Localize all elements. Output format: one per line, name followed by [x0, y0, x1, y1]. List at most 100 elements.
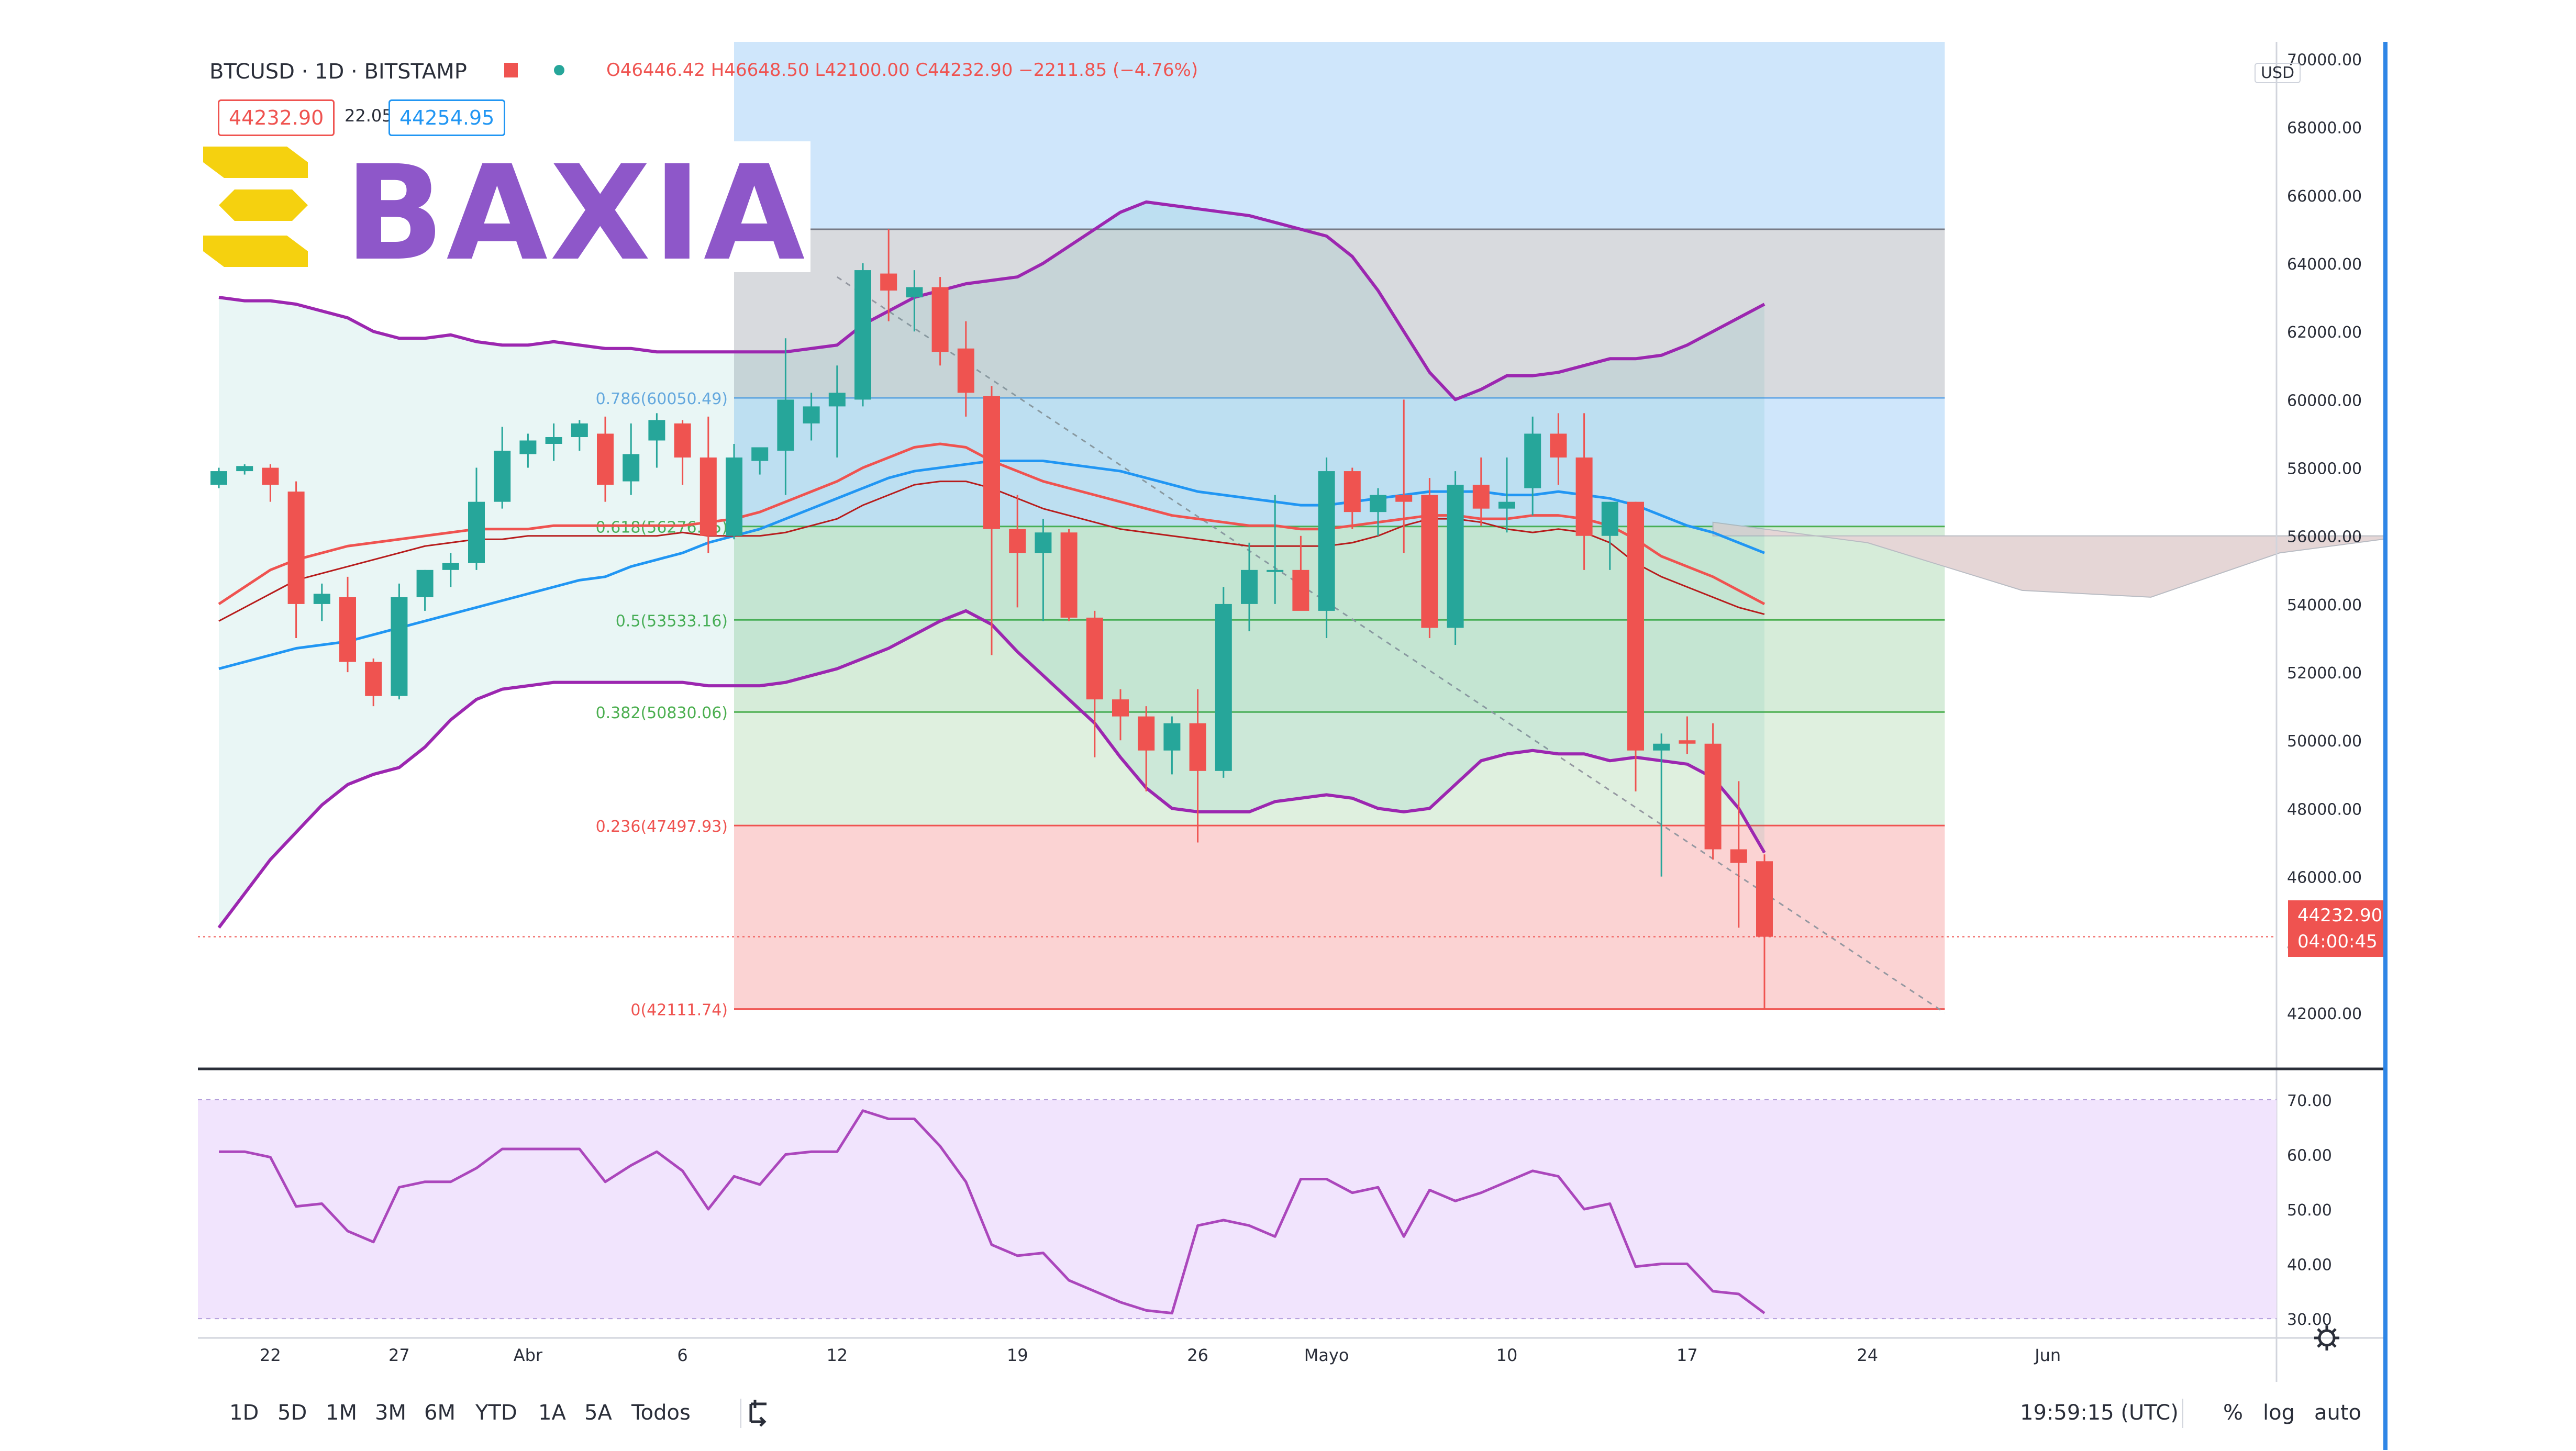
range-5a-button[interactable]: 5A: [584, 1401, 612, 1425]
candle-body[interactable]: [287, 492, 305, 604]
candle-body[interactable]: [597, 433, 614, 485]
candle-body[interactable]: [726, 457, 742, 536]
range-1m-button[interactable]: 1M: [326, 1401, 357, 1425]
fib-zone: [734, 712, 1945, 826]
percent-toggle[interactable]: %: [2223, 1401, 2244, 1425]
candle-body[interactable]: [828, 393, 846, 407]
settings-gear-icon[interactable]: [2312, 1323, 2341, 1353]
candle-body[interactable]: [803, 406, 820, 423]
toolbar-divider: [2182, 1399, 2183, 1428]
candle-body[interactable]: [391, 597, 408, 696]
candle-body[interactable]: [262, 467, 279, 485]
candle-body[interactable]: [983, 396, 1000, 529]
candle-body[interactable]: [1601, 501, 1618, 536]
compare-icon[interactable]: [740, 1394, 777, 1431]
time-axis-tick: 17: [1676, 1345, 1698, 1365]
rsi-axis-tick: 60.00: [2287, 1146, 2332, 1165]
candle-body[interactable]: [1370, 495, 1386, 512]
spread-value: 22.05: [345, 106, 393, 126]
candle-body[interactable]: [1267, 570, 1284, 572]
candle-body[interactable]: [210, 471, 227, 485]
fib-zone: [734, 620, 1945, 712]
rsi-axis-tick: 30.00: [2287, 1311, 2332, 1329]
candle-body[interactable]: [1498, 501, 1515, 509]
cloud-area: [1712, 521, 2386, 598]
candle-body[interactable]: [1035, 532, 1052, 553]
candle-body[interactable]: [623, 454, 640, 482]
auto-toggle[interactable]: auto: [2314, 1401, 2362, 1425]
clock-readout[interactable]: 19:59:15 (UTC): [2020, 1401, 2179, 1425]
symbol-title[interactable]: BTCUSD · 1D · BITSTAMP: [209, 60, 467, 84]
candle-body[interactable]: [1550, 433, 1567, 458]
candle-body[interactable]: [1009, 529, 1026, 553]
candle-body[interactable]: [957, 348, 974, 393]
currency-label[interactable]: USD: [2255, 63, 2301, 83]
candle-body[interactable]: [1060, 532, 1078, 618]
range-ytd-button[interactable]: YTD: [475, 1401, 517, 1425]
time-axis-tick: Jun: [2034, 1345, 2061, 1365]
ohlc-readout: O46446.42 H46648.50 L42100.00 C44232.90 …: [606, 60, 1198, 81]
candle-body[interactable]: [442, 563, 459, 570]
range-5d-button[interactable]: 5D: [277, 1401, 307, 1425]
candle-body[interactable]: [1447, 485, 1464, 628]
candle-body[interactable]: [751, 447, 769, 461]
candle-body[interactable]: [1112, 699, 1129, 717]
candle-body[interactable]: [699, 457, 717, 536]
candle-body[interactable]: [674, 423, 691, 458]
candle-body[interactable]: [648, 420, 665, 441]
candle-body[interactable]: [854, 270, 871, 400]
fib-zone: [734, 398, 1945, 527]
candle-body[interactable]: [468, 501, 485, 563]
candle-body[interactable]: [777, 399, 794, 451]
candle-body[interactable]: [1472, 485, 1490, 509]
baxia-mark-icon: [203, 147, 308, 267]
range-3m-button[interactable]: 3M: [375, 1401, 406, 1425]
candle-body[interactable]: [1395, 495, 1413, 502]
log-toggle[interactable]: log: [2263, 1401, 2295, 1425]
rsi-line: [219, 1109, 1766, 1315]
candle-body[interactable]: [236, 466, 253, 472]
candle-body[interactable]: [1756, 861, 1773, 937]
candle-body[interactable]: [519, 440, 537, 454]
candle-body[interactable]: [1163, 723, 1181, 751]
candle-body[interactable]: [880, 273, 897, 291]
candle-body[interactable]: [494, 451, 511, 502]
range-6m-button[interactable]: 6M: [424, 1401, 456, 1425]
fib-level-label: 0.236(47497.93): [596, 818, 728, 836]
candle-body[interactable]: [1524, 433, 1541, 488]
candle-body[interactable]: [571, 423, 588, 437]
candle-body[interactable]: [1627, 501, 1644, 751]
candle-body[interactable]: [1292, 570, 1309, 611]
fib-level-label: 0.786(60050.49): [596, 390, 728, 408]
ask-button[interactable]: 44254.95: [388, 99, 506, 136]
candle-body[interactable]: [931, 287, 949, 352]
candle-body[interactable]: [1086, 617, 1103, 700]
candle-body[interactable]: [365, 662, 382, 696]
candle-body[interactable]: [1215, 604, 1232, 771]
range-all-button[interactable]: Todos: [631, 1401, 691, 1425]
candle-body[interactable]: [1704, 743, 1722, 850]
candle-body[interactable]: [1189, 723, 1206, 771]
chart-svg[interactable]: 0.786(60050.49)0.618(56276.25)0.5(53533.…: [198, 42, 2386, 1450]
candle-body[interactable]: [1575, 457, 1593, 536]
candle-body[interactable]: [1241, 570, 1258, 604]
window-edge: [2383, 42, 2388, 1450]
candle-body[interactable]: [1343, 471, 1361, 512]
time-axis-tick: 19: [1007, 1345, 1028, 1365]
range-1a-button[interactable]: 1A: [538, 1401, 566, 1425]
fib-zone-sky: [734, 42, 1945, 229]
candle-body[interactable]: [1653, 743, 1670, 751]
candle-body[interactable]: [313, 594, 330, 604]
bid-button[interactable]: 44232.90: [218, 99, 335, 136]
candle-body[interactable]: [906, 287, 923, 298]
candle-body[interactable]: [339, 597, 356, 662]
candle-body[interactable]: [1421, 495, 1438, 628]
candle-body[interactable]: [416, 570, 434, 597]
flag-icon[interactable]: [504, 63, 518, 77]
candle-body[interactable]: [1138, 716, 1155, 751]
candle-body[interactable]: [1730, 849, 1747, 863]
candle-body[interactable]: [545, 437, 562, 444]
candle-body[interactable]: [1679, 740, 1696, 744]
range-1d-button[interactable]: 1D: [229, 1401, 259, 1425]
candle-body[interactable]: [1318, 471, 1335, 611]
